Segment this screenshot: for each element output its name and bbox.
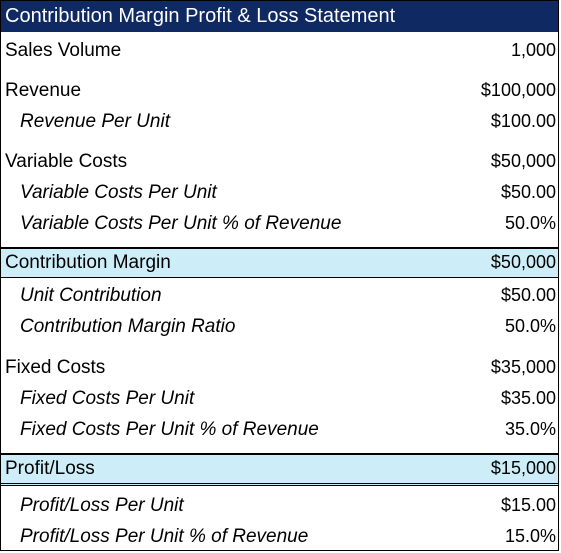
row-fixed-costs-pct: Fixed Costs Per Unit % of Revenue 35.0%	[1, 414, 558, 445]
variable-costs-label: Variable Costs	[5, 151, 128, 172]
row-variable-costs: Variable Costs $50,000	[1, 146, 558, 177]
row-contribution-margin-ratio: Contribution Margin Ratio 50.0%	[1, 311, 558, 342]
variable-costs-per-unit-label: Variable Costs Per Unit	[20, 182, 217, 203]
fixed-costs-pct-label: Fixed Costs Per Unit % of Revenue	[20, 419, 319, 440]
fixed-costs-per-unit-value: $35.00	[500, 388, 556, 408]
row-revenue-per-unit: Revenue Per Unit $100.00	[1, 106, 558, 137]
revenue-per-unit-label: Revenue Per Unit	[20, 111, 170, 132]
contribution-margin-value: $50,000	[490, 252, 556, 272]
row-profit-loss-pct: Profit/Loss Per Unit % of Revenue 15.0%	[1, 521, 558, 552]
contribution-margin-ratio-label: Contribution Margin Ratio	[20, 316, 236, 337]
profit-loss-per-unit-value: $15.00	[500, 495, 556, 515]
variable-costs-value: $50,000	[490, 151, 556, 171]
row-variable-costs-pct: Variable Costs Per Unit % of Revenue 50.…	[1, 208, 558, 239]
row-contribution-margin: Contribution Margin $50,000	[1, 247, 558, 278]
revenue-per-unit-value: $100.00	[490, 111, 556, 131]
row-revenue: Revenue $100,000	[1, 75, 558, 106]
contribution-margin-label: Contribution Margin	[5, 252, 171, 273]
fixed-costs-value: $35,000	[490, 357, 556, 377]
profit-loss-value: $15,000	[490, 458, 556, 478]
sales-volume-value: 1,000	[510, 40, 556, 60]
row-fixed-costs-per-unit: Fixed Costs Per Unit $35.00	[1, 383, 558, 414]
row-unit-contribution: Unit Contribution $50.00	[1, 280, 558, 311]
row-profit-loss-per-unit: Profit/Loss Per Unit $15.00	[1, 490, 558, 521]
revenue-value: $100,000	[480, 80, 556, 100]
unit-contribution-value: $50.00	[500, 285, 556, 305]
row-sales-volume: Sales Volume 1,000	[1, 35, 558, 66]
variable-costs-pct-label: Variable Costs Per Unit % of Revenue	[20, 213, 342, 234]
revenue-label: Revenue	[5, 80, 82, 101]
row-fixed-costs: Fixed Costs $35,000	[1, 352, 558, 383]
statement-title: Contribution Margin Profit & Loss Statem…	[1, 1, 558, 32]
profit-loss-pct-value: 15.0%	[504, 526, 556, 546]
profit-loss-per-unit-label: Profit/Loss Per Unit	[20, 495, 184, 516]
fixed-costs-label: Fixed Costs	[5, 357, 106, 378]
unit-contribution-label: Unit Contribution	[20, 285, 162, 306]
sales-volume-label: Sales Volume	[5, 40, 122, 61]
variable-costs-per-unit-value: $50.00	[500, 182, 556, 202]
variable-costs-pct-value: 50.0%	[504, 213, 556, 233]
row-variable-costs-per-unit: Variable Costs Per Unit $50.00	[1, 177, 558, 208]
profit-loss-pct-label: Profit/Loss Per Unit % of Revenue	[20, 526, 309, 547]
contribution-margin-ratio-value: 50.0%	[504, 316, 556, 336]
profit-loss-label: Profit/Loss	[5, 458, 95, 479]
fixed-costs-per-unit-label: Fixed Costs Per Unit	[20, 388, 195, 409]
fixed-costs-pct-value: 35.0%	[504, 419, 556, 439]
row-profit-loss: Profit/Loss $15,000	[1, 453, 558, 486]
